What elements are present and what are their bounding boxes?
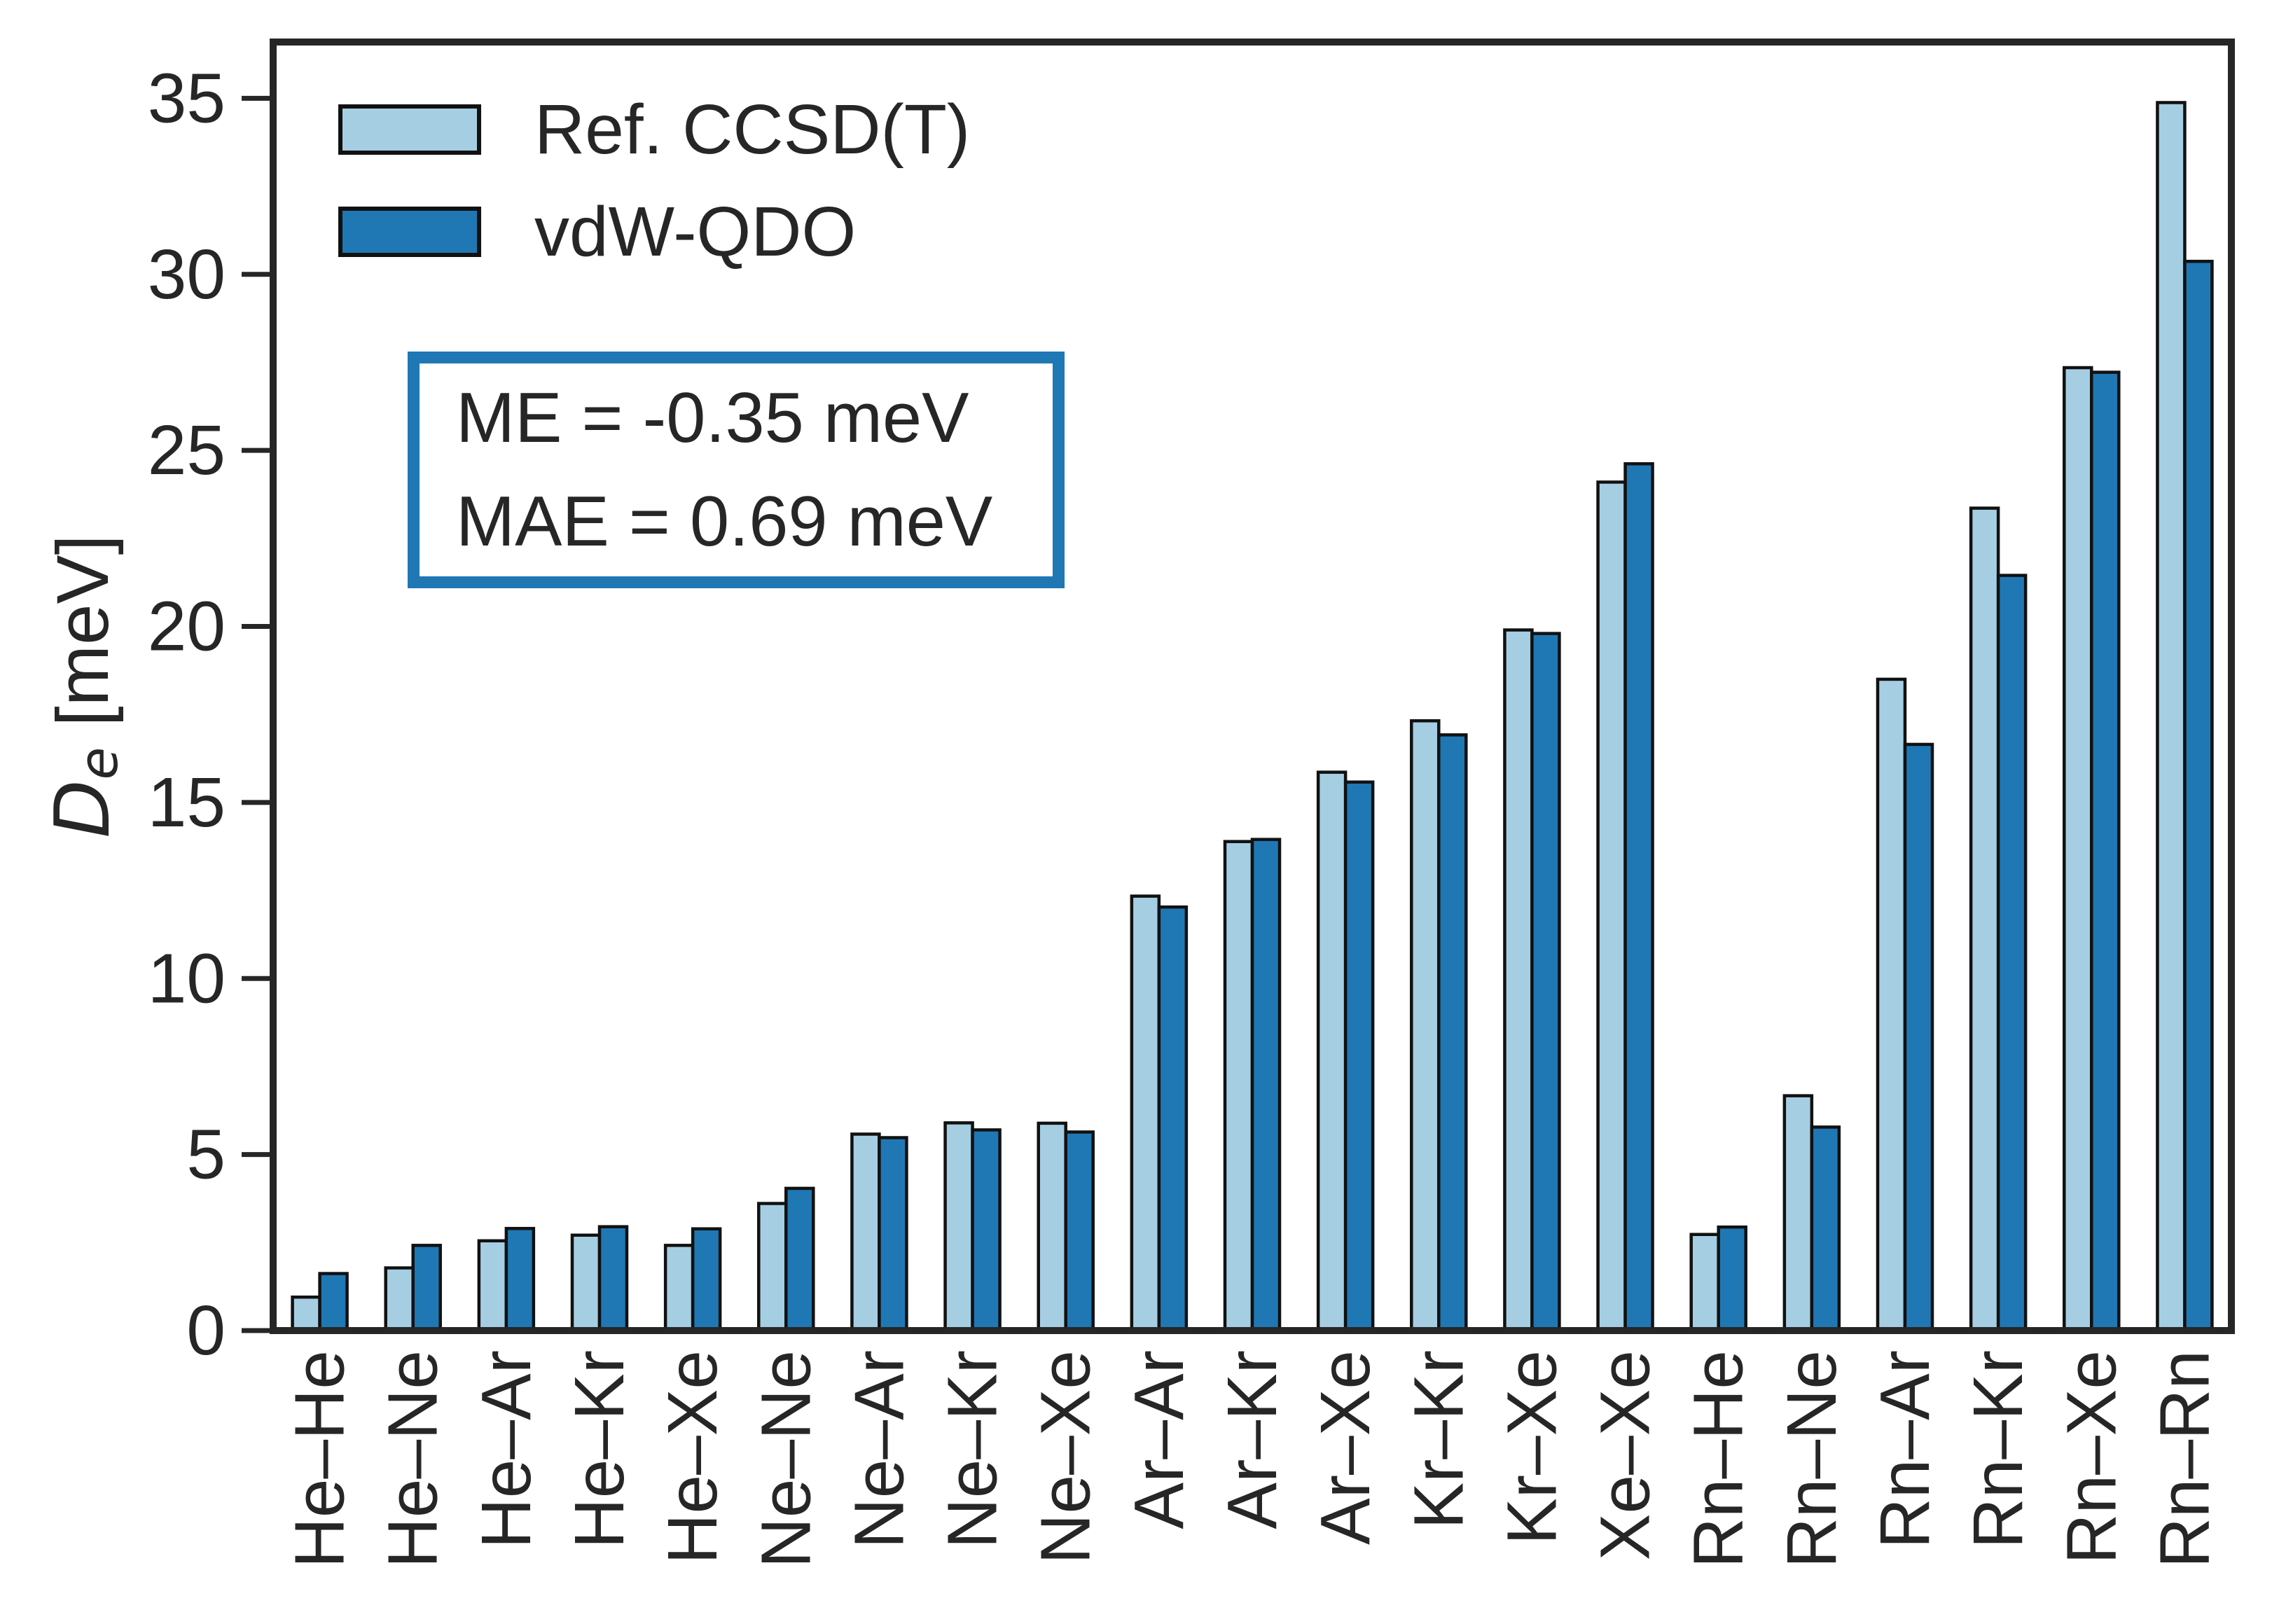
- legend-label-ref-ccsdt: Ref. CCSD(T): [534, 90, 971, 169]
- bars-group: [291, 101, 2214, 1333]
- bar-ref-ccsdt-Rn–Rn: [2156, 101, 2187, 1333]
- x-tick-label-Ar–Kr: Ar–Kr: [1213, 1350, 1291, 1529]
- bar-vdw-qdo-Rn–Kr: [1996, 574, 2028, 1333]
- bar-ref-ccsdt-Kr–Kr: [1410, 719, 1441, 1333]
- x-tick-label-Rn–He: Rn–He: [1679, 1350, 1758, 1568]
- y-tick-label-15: 15: [148, 763, 226, 842]
- x-tick-label-He–Ne: He–Ne: [374, 1350, 452, 1568]
- bar-vdw-qdo-Kr–Xe: [1530, 632, 1561, 1333]
- x-tick-label-Ne–Kr: Ne–Kr: [934, 1350, 1012, 1548]
- stats-box: ME = -0.35 meV MAE = 0.69 meV: [408, 352, 1065, 588]
- y-axis: 0 5 10 15 20 25 30 35: [148, 59, 273, 1370]
- bar-vdw-qdo-Rn–He: [1717, 1225, 1747, 1333]
- x-tick-label-Kr–Xe: Kr–Xe: [1492, 1350, 1571, 1545]
- bar-ref-ccsdt-Ne–Ne: [757, 1202, 788, 1333]
- y-tick-label-20: 20: [148, 588, 226, 666]
- x-tick-label-He–Xe: He–Xe: [653, 1350, 732, 1564]
- bar-ref-ccsdt-Rn–Kr: [1969, 506, 2000, 1333]
- bar-vdw-qdo-He–Xe: [691, 1227, 722, 1333]
- bar-ref-ccsdt-Xe–Xe: [1596, 480, 1627, 1333]
- bar-ref-ccsdt-He–He: [291, 1295, 321, 1333]
- bar-ref-ccsdt-Rn–Xe: [2063, 366, 2093, 1333]
- legend-label-vdw-qdo: vdW-QDO: [534, 193, 857, 271]
- bar-vdw-qdo-He–He: [318, 1272, 349, 1333]
- bar-vdw-qdo-Ar–Kr: [1250, 838, 1282, 1333]
- bar-ref-ccsdt-Ar–Xe: [1316, 770, 1348, 1333]
- bar-ref-ccsdt-Rn–He: [1689, 1233, 1720, 1333]
- bar-vdw-qdo-Rn–Xe: [2090, 370, 2121, 1333]
- x-tick-label-He–He: He–He: [281, 1350, 359, 1568]
- bar-vdw-qdo-Ar–Xe: [1343, 780, 1375, 1333]
- x-tick-label-Rn–Ne: Rn–Ne: [1773, 1350, 1851, 1568]
- bar-ref-ccsdt-He–Ar: [477, 1239, 508, 1333]
- bar-vdw-qdo-He–Ar: [504, 1226, 536, 1333]
- x-tick-label-Rn–Xe: Rn–Xe: [2052, 1350, 2131, 1564]
- legend-item-vdw-qdo: vdW-QDO: [338, 193, 970, 271]
- x-tick-label-Ne–Ne: Ne–Ne: [747, 1350, 825, 1568]
- x-tick-label-Rn–Kr: Rn–Kr: [1959, 1350, 2037, 1548]
- plot-frame: [270, 39, 2235, 1334]
- bar-ref-ccsdt-Ne–Kr: [943, 1121, 974, 1333]
- x-tick-label-Ne–Xe: Ne–Xe: [1027, 1350, 1105, 1564]
- bar-vdw-qdo-Ne–Ar: [878, 1136, 908, 1333]
- bar-vdw-qdo-He–Kr: [597, 1225, 629, 1333]
- legend-swatch-ref-ccsdt: [338, 104, 481, 155]
- y-tick-label-5: 5: [186, 1116, 226, 1194]
- bar-ref-ccsdt-He–Ne: [384, 1266, 415, 1333]
- y-tick-label-35: 35: [148, 59, 226, 137]
- bar-vdw-qdo-Ne–Kr: [971, 1128, 1002, 1333]
- y-axis-label: De [meV]: [39, 534, 130, 838]
- legend-swatch-vdw-qdo: [338, 207, 481, 257]
- bar-ref-ccsdt-Ar–Ar: [1130, 894, 1161, 1333]
- bar-vdw-qdo-Rn–Ne: [1810, 1125, 1841, 1333]
- y-tick-label-0: 0: [186, 1291, 226, 1370]
- bar-vdw-qdo-Ne–Ne: [784, 1186, 815, 1333]
- bar-ref-ccsdt-Rn–Ne: [1782, 1094, 1814, 1333]
- x-tick-label-Rn–Rn: Rn–Rn: [2145, 1350, 2224, 1568]
- bar-vdw-qdo-Kr–Kr: [1437, 733, 1468, 1333]
- legend-item-ref-ccsdt: Ref. CCSD(T): [338, 90, 971, 169]
- bar-ref-ccsdt-Rn–Ar: [1876, 677, 1907, 1333]
- x-tick-label-Kr–Kr: Kr–Kr: [1399, 1350, 1478, 1529]
- stats-line-mae: MAE = 0.69 meV: [456, 483, 993, 561]
- bar-ref-ccsdt-Ne–Ar: [850, 1132, 881, 1333]
- x-tick-label-Ar–Ar: Ar–Ar: [1120, 1350, 1198, 1529]
- bar-ref-ccsdt-Kr–Xe: [1503, 628, 1534, 1333]
- legend: Ref. CCSD(T) vdW-QDO: [338, 90, 971, 271]
- bar-vdw-qdo-Xe–Xe: [1623, 462, 1654, 1333]
- bar-ref-ccsdt-Ar–Kr: [1223, 840, 1254, 1333]
- bar-ref-ccsdt-Ne–Xe: [1037, 1121, 1067, 1333]
- bar-vdw-qdo-Ar–Ar: [1157, 905, 1189, 1333]
- bar-vdw-qdo-Ne–Xe: [1064, 1130, 1095, 1333]
- bar-vdw-qdo-He–Ne: [411, 1244, 442, 1333]
- bar-vdw-qdo-Rn–Ar: [1903, 742, 1934, 1333]
- y-tick-label-25: 25: [148, 411, 226, 490]
- x-tick-label-He–Kr: He–Kr: [560, 1350, 639, 1548]
- y-tick-label-30: 30: [148, 235, 226, 314]
- x-tick-label-Xe–Xe: Xe–Xe: [1586, 1350, 1665, 1560]
- bar-vdw-qdo-Rn–Rn: [2183, 259, 2214, 1333]
- x-tick-label-He–Ar: He–Ar: [467, 1350, 546, 1548]
- y-tick-label-10: 10: [148, 939, 226, 1018]
- stats-line-me: ME = -0.35 meV: [456, 379, 969, 457]
- bar-ref-ccsdt-He–Kr: [570, 1233, 602, 1333]
- x-tick-label-Ar–Xe: Ar–Xe: [1306, 1350, 1385, 1545]
- bar-ref-ccsdt-He–Xe: [663, 1244, 695, 1333]
- x-tick-label-Rn–Ar: Rn–Ar: [1866, 1350, 1944, 1548]
- x-axis-labels: He–He He–Ne He–Ar He–Kr He–Xe Ne–Ne Ne–Ar Ne–Kr…: [281, 1350, 2224, 1568]
- x-tick-label-Ne–Ar: Ne–Ar: [840, 1350, 918, 1548]
